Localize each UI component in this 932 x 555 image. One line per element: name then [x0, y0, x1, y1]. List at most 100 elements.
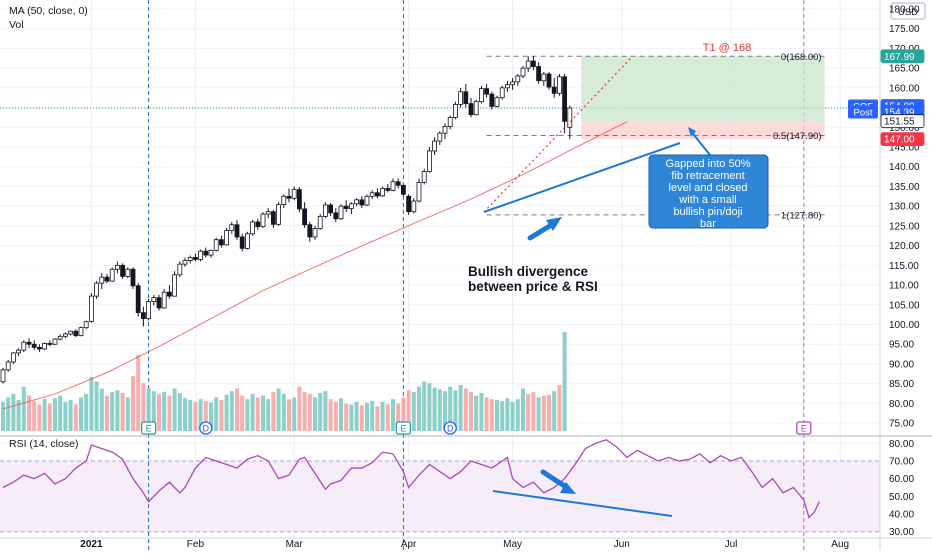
candle-body — [265, 211, 271, 215]
candle-body — [458, 91, 464, 105]
divergence-text: Bullish divergence between price & RSI — [468, 264, 598, 294]
dividend-marker — [199, 421, 213, 435]
candle-body — [385, 188, 391, 191]
candle-body — [348, 203, 354, 209]
callout-line: bar — [700, 218, 716, 230]
volume-bar — [557, 385, 562, 431]
marker-label: E — [801, 424, 807, 434]
candle-body — [432, 140, 438, 152]
price-divergence-line — [483, 142, 681, 213]
volume-bar — [120, 392, 125, 431]
volume-bar — [417, 386, 421, 431]
rsi-tick-label: 30.00 — [889, 527, 914, 538]
loss-zone — [581, 121, 825, 140]
price-tick-label: 145.00 — [889, 143, 920, 154]
volume-bar — [474, 395, 479, 431]
volume-bar — [209, 402, 213, 431]
volume-bar — [188, 400, 193, 431]
volume-bar — [11, 393, 16, 431]
fib-label: 0.5(147.90) — [773, 131, 822, 142]
candle-body — [244, 233, 250, 249]
volume-bar — [365, 402, 369, 431]
candle-body — [37, 346, 42, 350]
volume-bar — [125, 397, 130, 431]
volume-bar — [521, 388, 525, 431]
volume-bar — [297, 386, 302, 431]
volume-bar — [500, 400, 505, 431]
volume-bar — [6, 397, 11, 431]
volume-bar — [245, 399, 250, 431]
volume-bar — [63, 401, 68, 431]
candle-body — [296, 189, 302, 210]
candle-body — [68, 330, 73, 335]
candle-body — [78, 327, 84, 336]
candle-body — [203, 250, 209, 256]
candle-body — [130, 268, 136, 287]
volume-bar — [307, 393, 312, 431]
candle-body — [478, 88, 484, 103]
candle-body — [406, 195, 412, 213]
rsi-tick-label: 40.00 — [889, 510, 914, 521]
volume-bar — [479, 392, 484, 431]
volume-bar — [177, 392, 182, 431]
candle-body — [52, 338, 58, 345]
volume-bar — [536, 397, 541, 431]
volume-bar — [281, 393, 286, 431]
candle-body — [151, 297, 157, 303]
volume-bar — [453, 390, 458, 431]
price-tick-label: 90.00 — [889, 359, 914, 370]
price-tag-bg — [880, 132, 925, 147]
price-tick-label: 80.00 — [889, 399, 914, 410]
volume-bar — [255, 397, 260, 431]
price-tick-label: 135.00 — [889, 182, 920, 193]
volume-bar — [79, 397, 83, 431]
candle-body — [291, 189, 297, 199]
price-tick-label: 180.00 — [889, 4, 920, 15]
candle-body — [525, 60, 531, 69]
candle-body — [218, 239, 224, 246]
volume-bar — [411, 392, 416, 431]
volume-bar — [370, 400, 375, 431]
candle-body — [239, 236, 245, 249]
currency-button[interactable]: USD — [890, 2, 926, 20]
time-tick-label: Mar — [286, 539, 304, 550]
price-tick-label: 140.00 — [889, 162, 920, 173]
price-tag-symbol-bg — [848, 105, 878, 119]
callout-text: Gapped into 50% fib retracement level and … — [665, 158, 750, 230]
candle-body — [338, 205, 344, 220]
volume-bar — [167, 395, 172, 431]
candle-body — [16, 349, 22, 354]
candle-body — [426, 150, 432, 172]
volume-bar — [318, 392, 323, 431]
candle-body — [192, 257, 198, 260]
candle-body — [146, 301, 152, 319]
candle-body — [473, 101, 479, 116]
candle-body — [541, 73, 547, 82]
volume-bar — [151, 391, 156, 431]
divergence-line: Bullish divergence — [468, 264, 589, 279]
candle-body — [120, 264, 125, 277]
volume-bar — [354, 401, 359, 431]
volume-bar — [157, 393, 161, 431]
volume-bar — [16, 400, 21, 431]
rsi-tick-label: 50.00 — [889, 492, 914, 503]
volume-bar — [380, 401, 385, 431]
price-axis: 75.00 80.00 85.00 90.00 95.00 100.00 105.00 110… — [889, 4, 920, 429]
volume-bar — [463, 388, 468, 431]
volume-bar — [302, 392, 307, 431]
time-tick-label: May — [503, 539, 522, 550]
price-tick-label: 110.00 — [889, 281, 919, 292]
volume-bar — [339, 398, 343, 431]
volume-bar — [437, 389, 442, 431]
arrow-up-icon — [527, 217, 562, 241]
candle-body — [333, 212, 339, 220]
volume-bar — [198, 399, 203, 431]
volume-bar — [141, 383, 146, 431]
price-tag-symbol: Post — [853, 107, 872, 118]
price-tick-label: 175.00 — [889, 24, 920, 35]
candle-body — [57, 335, 63, 340]
volume-bar — [214, 397, 219, 431]
candle-body — [161, 291, 167, 309]
callout-line: with a small — [678, 194, 736, 206]
candle-body — [520, 67, 526, 77]
